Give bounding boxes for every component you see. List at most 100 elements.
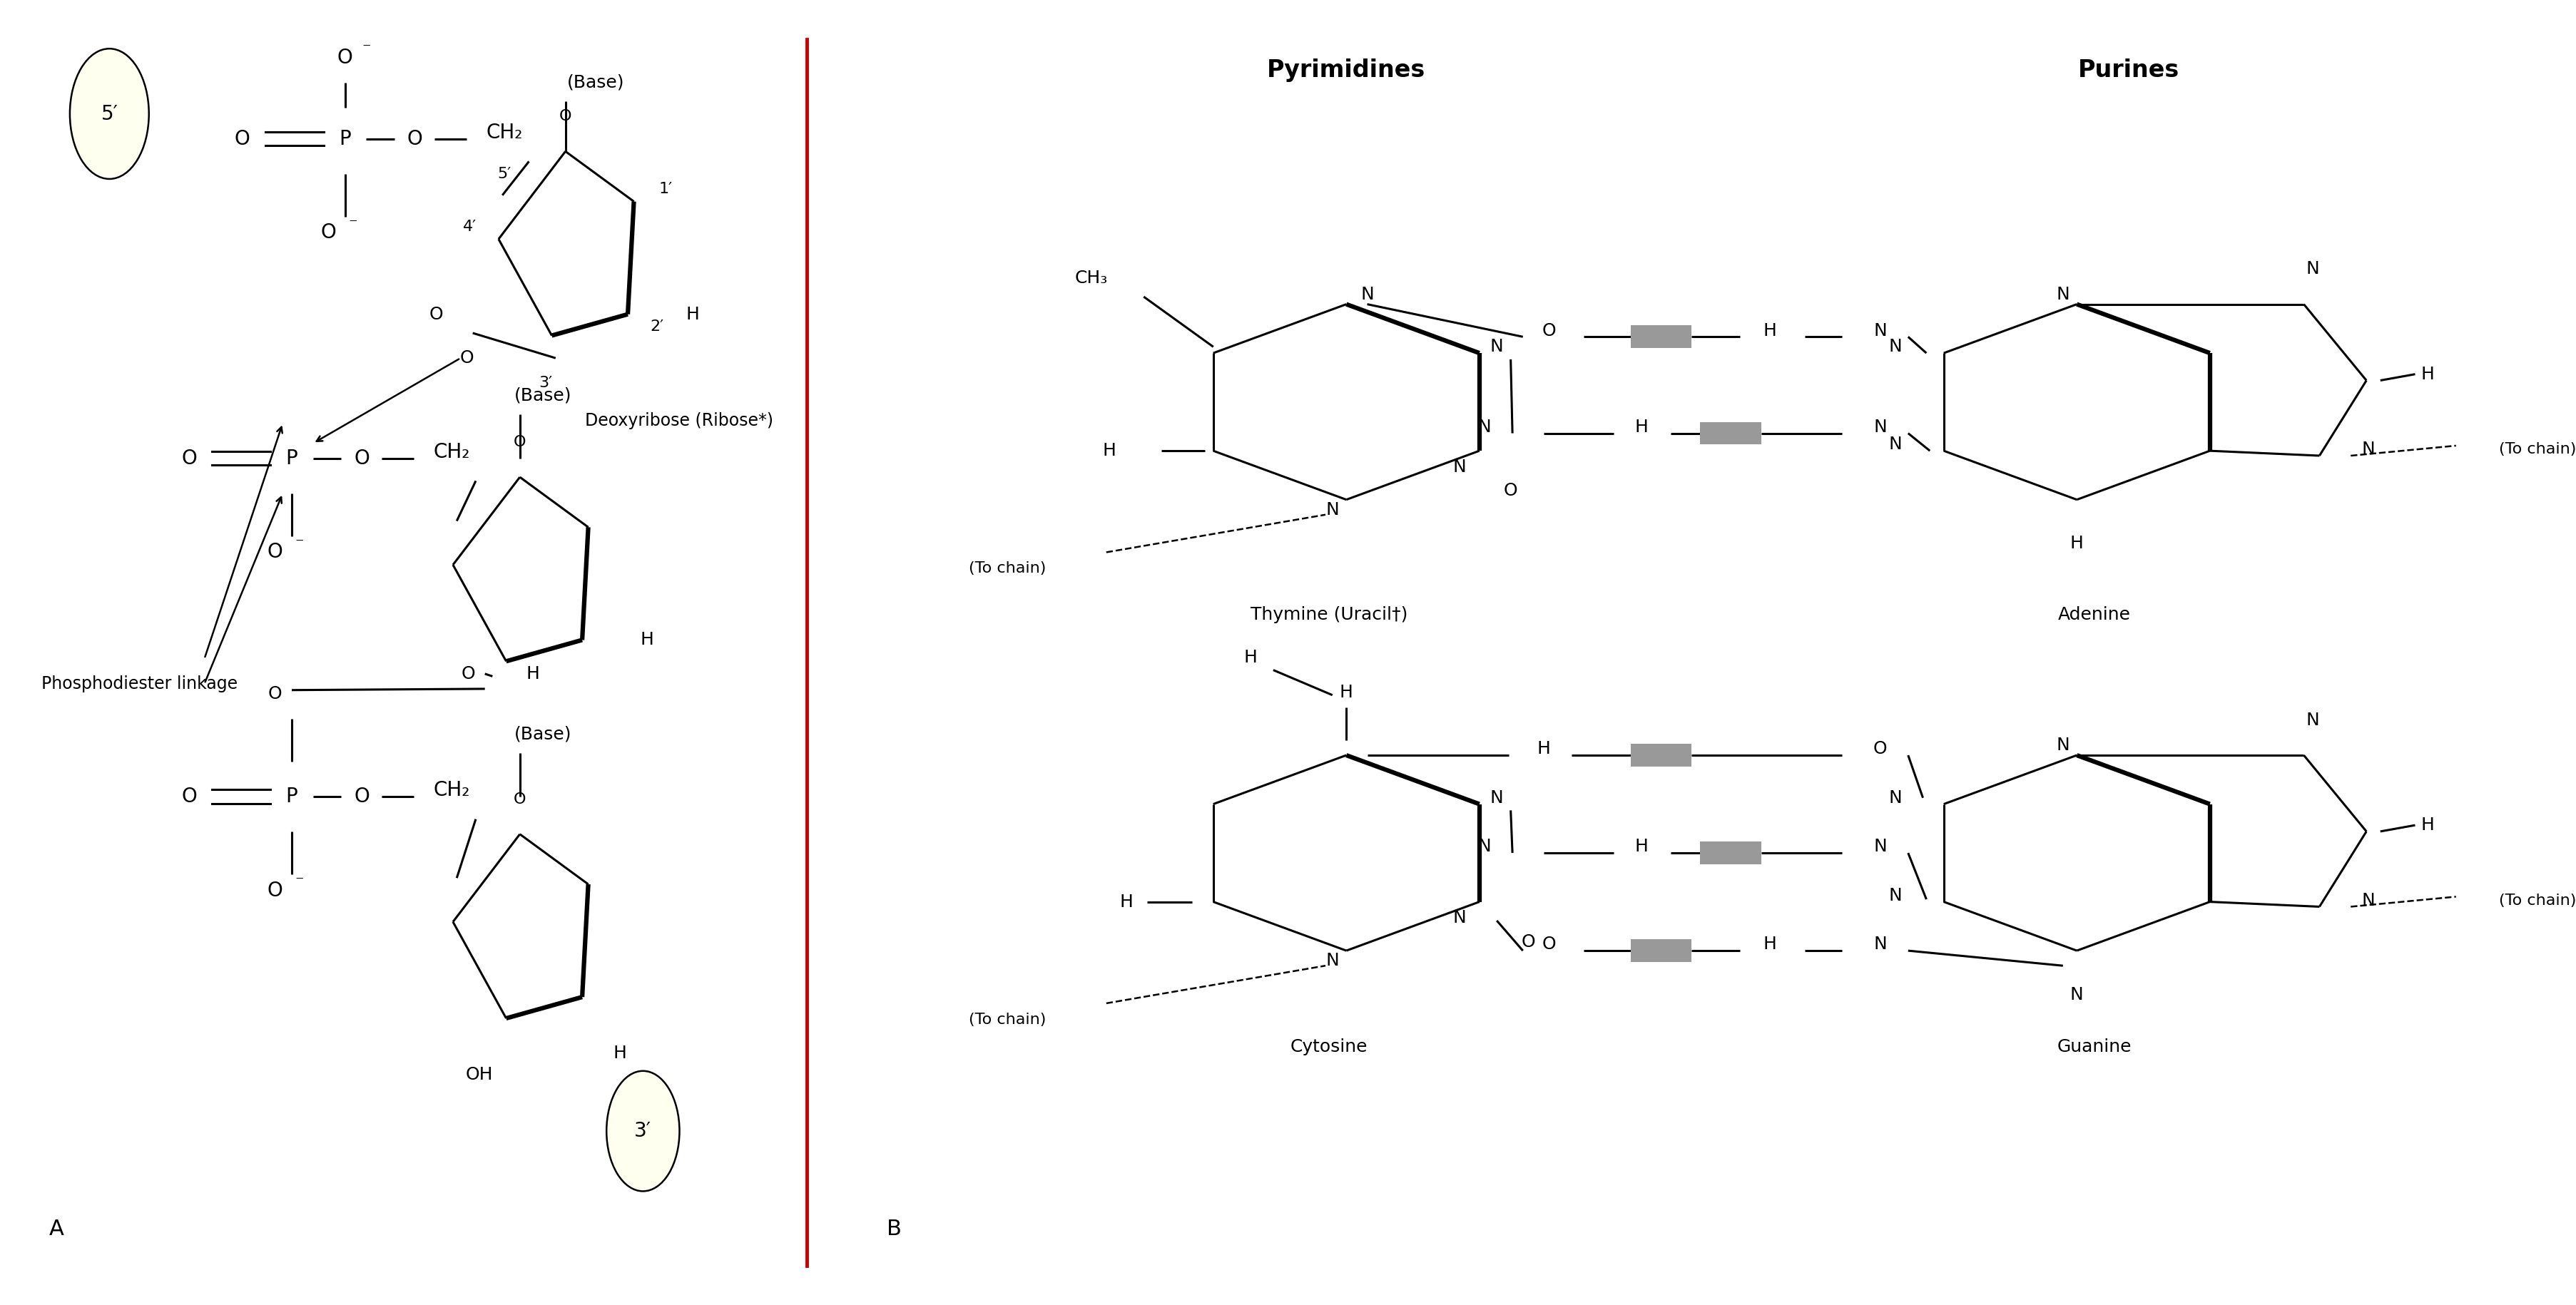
Text: O: O [268, 543, 283, 562]
Text: Phosphodiester linkage: Phosphodiester linkage [41, 675, 237, 693]
Text: O: O [180, 449, 196, 468]
Text: O: O [559, 110, 572, 124]
Text: P: P [286, 449, 299, 468]
Text: O: O [459, 350, 474, 367]
Text: N: N [1479, 838, 1492, 855]
Text: 2′: 2′ [649, 320, 662, 334]
Text: N: N [2056, 736, 2069, 754]
Text: H: H [1762, 936, 1775, 953]
Text: (To chain): (To chain) [969, 561, 1046, 576]
Text: H: H [2419, 817, 2434, 834]
Text: Guanine: Guanine [2056, 1039, 2130, 1056]
Text: N: N [2360, 891, 2375, 910]
Text: (To chain): (To chain) [2499, 894, 2576, 907]
Text: O: O [513, 792, 526, 806]
Text: O: O [461, 666, 474, 683]
Text: (Base): (Base) [513, 388, 572, 405]
Text: O: O [1540, 322, 1556, 339]
Text: O: O [1873, 740, 1886, 757]
Text: O: O [353, 787, 368, 806]
Text: ⁻: ⁻ [361, 40, 371, 57]
Text: N: N [1888, 338, 1901, 355]
Text: N: N [1453, 458, 1466, 475]
Text: N: N [2360, 441, 2375, 458]
Text: O: O [353, 449, 368, 468]
Text: O: O [180, 787, 196, 806]
Text: N: N [1873, 838, 1886, 855]
Text: Deoxyribose (Ribose*): Deoxyribose (Ribose*) [585, 412, 773, 429]
Text: H: H [1633, 838, 1649, 855]
FancyBboxPatch shape [1631, 744, 1690, 766]
Circle shape [605, 1071, 680, 1191]
Text: B: B [886, 1219, 902, 1240]
Text: 4′: 4′ [464, 219, 477, 234]
Text: H: H [526, 666, 538, 683]
Text: 1′: 1′ [659, 181, 672, 196]
FancyBboxPatch shape [1700, 842, 1759, 864]
Text: O: O [234, 129, 250, 149]
Text: N: N [1888, 887, 1901, 904]
Text: N: N [1888, 436, 1901, 453]
Text: N: N [1489, 338, 1502, 355]
Text: 3′: 3′ [634, 1121, 652, 1141]
Text: CH₂: CH₂ [487, 123, 523, 142]
Circle shape [70, 48, 149, 179]
Text: (Base): (Base) [513, 726, 572, 743]
Text: N: N [1327, 501, 1340, 518]
Text: H: H [1118, 893, 1133, 911]
Text: P: P [286, 787, 299, 806]
Text: Pyrimidines: Pyrimidines [1267, 59, 1425, 82]
Text: N: N [2306, 261, 2318, 278]
Text: N: N [1327, 953, 1340, 970]
Text: CH₂: CH₂ [433, 780, 469, 800]
Text: N: N [2056, 286, 2069, 303]
Text: N: N [1873, 322, 1886, 339]
Text: ⁻: ⁻ [294, 535, 304, 552]
Text: O: O [268, 881, 283, 900]
Text: N: N [1489, 790, 1502, 806]
Text: (To chain): (To chain) [2499, 442, 2576, 457]
Text: O: O [430, 305, 443, 322]
Text: H: H [1103, 442, 1115, 459]
Text: O: O [1540, 936, 1556, 953]
Text: O: O [407, 129, 422, 149]
Text: N: N [1360, 286, 1373, 303]
Text: N: N [1873, 419, 1886, 436]
Text: CH₂: CH₂ [433, 442, 469, 462]
Text: H: H [639, 632, 654, 649]
Text: Cytosine: Cytosine [1291, 1039, 1368, 1056]
Text: H: H [685, 305, 698, 322]
Text: H: H [2069, 535, 2084, 552]
Text: O: O [268, 685, 281, 702]
Text: H: H [1762, 322, 1775, 339]
Text: ⁻: ⁻ [294, 873, 304, 890]
Text: ⁻: ⁻ [348, 215, 358, 232]
Text: N: N [2069, 987, 2084, 1004]
Text: H: H [1340, 684, 1352, 701]
Text: H: H [1244, 649, 1257, 666]
Text: O: O [319, 223, 335, 243]
Text: CH₃: CH₃ [1074, 269, 1108, 287]
Text: N: N [1873, 936, 1886, 953]
Text: (To chain): (To chain) [969, 1013, 1046, 1027]
Text: Thymine (Uracil†): Thymine (Uracil†) [1249, 607, 1406, 624]
Text: 3′: 3′ [538, 376, 551, 390]
Text: N: N [1453, 910, 1466, 927]
FancyBboxPatch shape [1631, 940, 1690, 962]
FancyBboxPatch shape [1700, 422, 1759, 445]
Text: Purines: Purines [2079, 59, 2179, 82]
Text: H: H [2419, 365, 2434, 382]
Text: OH: OH [466, 1066, 492, 1083]
Text: N: N [1479, 419, 1492, 436]
Text: P: P [340, 129, 350, 149]
FancyBboxPatch shape [1631, 325, 1690, 348]
Text: O: O [513, 435, 526, 449]
Text: N: N [1888, 790, 1901, 806]
Text: H: H [1535, 740, 1551, 757]
Text: 5′: 5′ [497, 167, 513, 181]
Text: 5′: 5′ [100, 104, 118, 124]
Text: O: O [1504, 483, 1517, 500]
Text: A: A [49, 1219, 64, 1240]
Text: N: N [2306, 711, 2318, 728]
Text: Adenine: Adenine [2058, 607, 2130, 624]
